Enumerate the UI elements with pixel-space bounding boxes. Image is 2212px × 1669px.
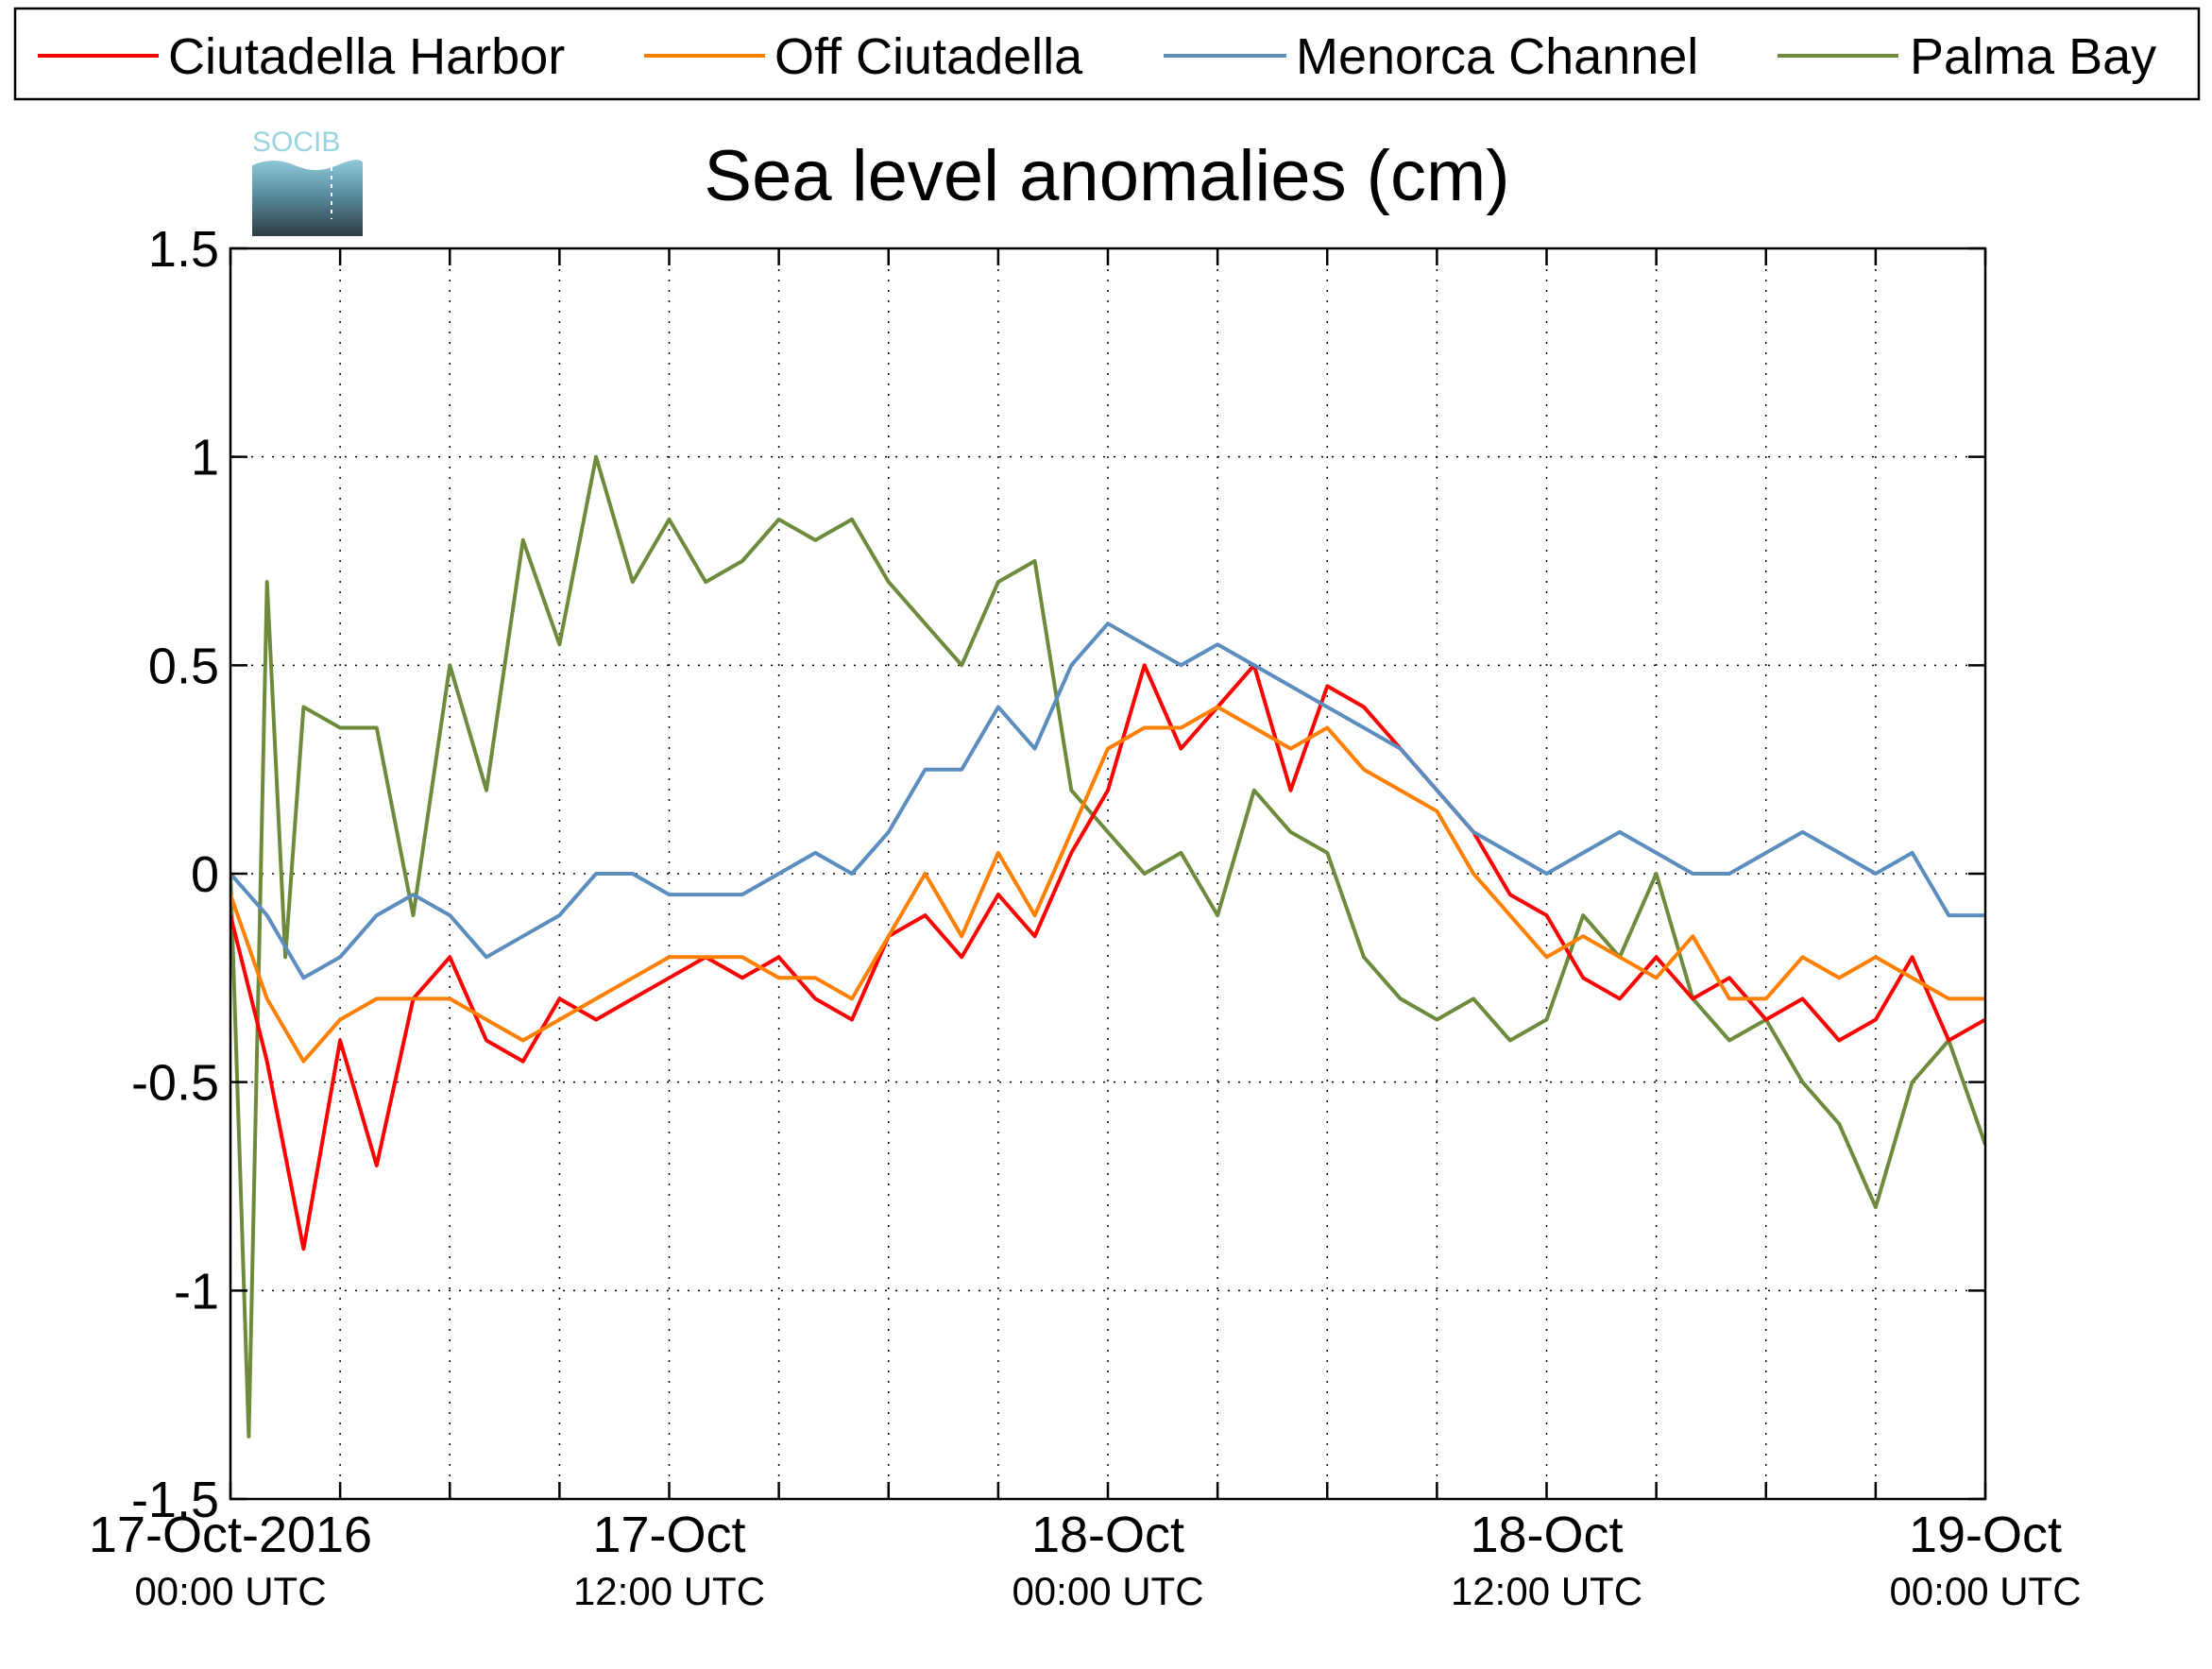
socib-logo-text: SOCIB (252, 127, 340, 158)
y-tick-label: -1.5 (131, 1472, 219, 1528)
x-tick-label: 17-Oct (592, 1507, 745, 1563)
y-tick-label: 1 (191, 430, 219, 486)
series-layer (230, 454, 1985, 1439)
x-tick-sublabel: 12:00 UTC (1451, 1569, 1642, 1613)
x-tick-sublabel: 00:00 UTC (1012, 1569, 1203, 1613)
socib-logo: SOCIB (252, 127, 363, 236)
x-tick-sublabel: 00:00 UTC (134, 1569, 326, 1613)
x-tick-label: 18-Oct (1031, 1507, 1184, 1563)
y-tick-label: 1.5 (148, 221, 219, 278)
x-tick-sublabel: 12:00 UTC (573, 1569, 765, 1613)
y-axis: 1.5 1 0.5 0 -0.5 -1 -1.5 (131, 221, 1985, 1528)
legend: Ciutadella Harbor Off Ciutadella Menorca… (13, 7, 2201, 101)
x-tick-sublabel: 00:00 UTC (1889, 1569, 2081, 1613)
series-line-ciutadella-harbor (230, 663, 1985, 1252)
legend-label-off-ciutadella: Off Ciutadella (774, 28, 1083, 85)
chart-title: Sea level anomalies (cm) (704, 136, 1509, 216)
x-tick-label: 18-Oct (1470, 1507, 1623, 1563)
x-tick-label: 17-Oct-2016 (89, 1507, 372, 1563)
series-line-menorca-channel (230, 622, 1985, 980)
series-line-off-ciutadella (230, 705, 1985, 1064)
y-tick-label: -1 (174, 1263, 219, 1320)
legend-label-palma-bay: Palma Bay (1910, 28, 2156, 85)
y-tick-label: 0 (191, 846, 219, 903)
x-tick-label: 19-Oct (1909, 1507, 2062, 1563)
legend-label-ciutadella-harbor: Ciutadella Harbor (168, 28, 565, 85)
legend-label-menorca-channel: Menorca Channel (1296, 28, 1698, 85)
socib-logo-wave (252, 160, 363, 236)
y-tick-label: 0.5 (148, 638, 219, 694)
series-line-palma-bay (230, 454, 1985, 1439)
y-tick-label: -0.5 (131, 1055, 219, 1112)
x-axis: 17-Oct-2016 00:00 UTC 17-Oct 12:00 UTC 18-Oc… (89, 248, 2082, 1613)
